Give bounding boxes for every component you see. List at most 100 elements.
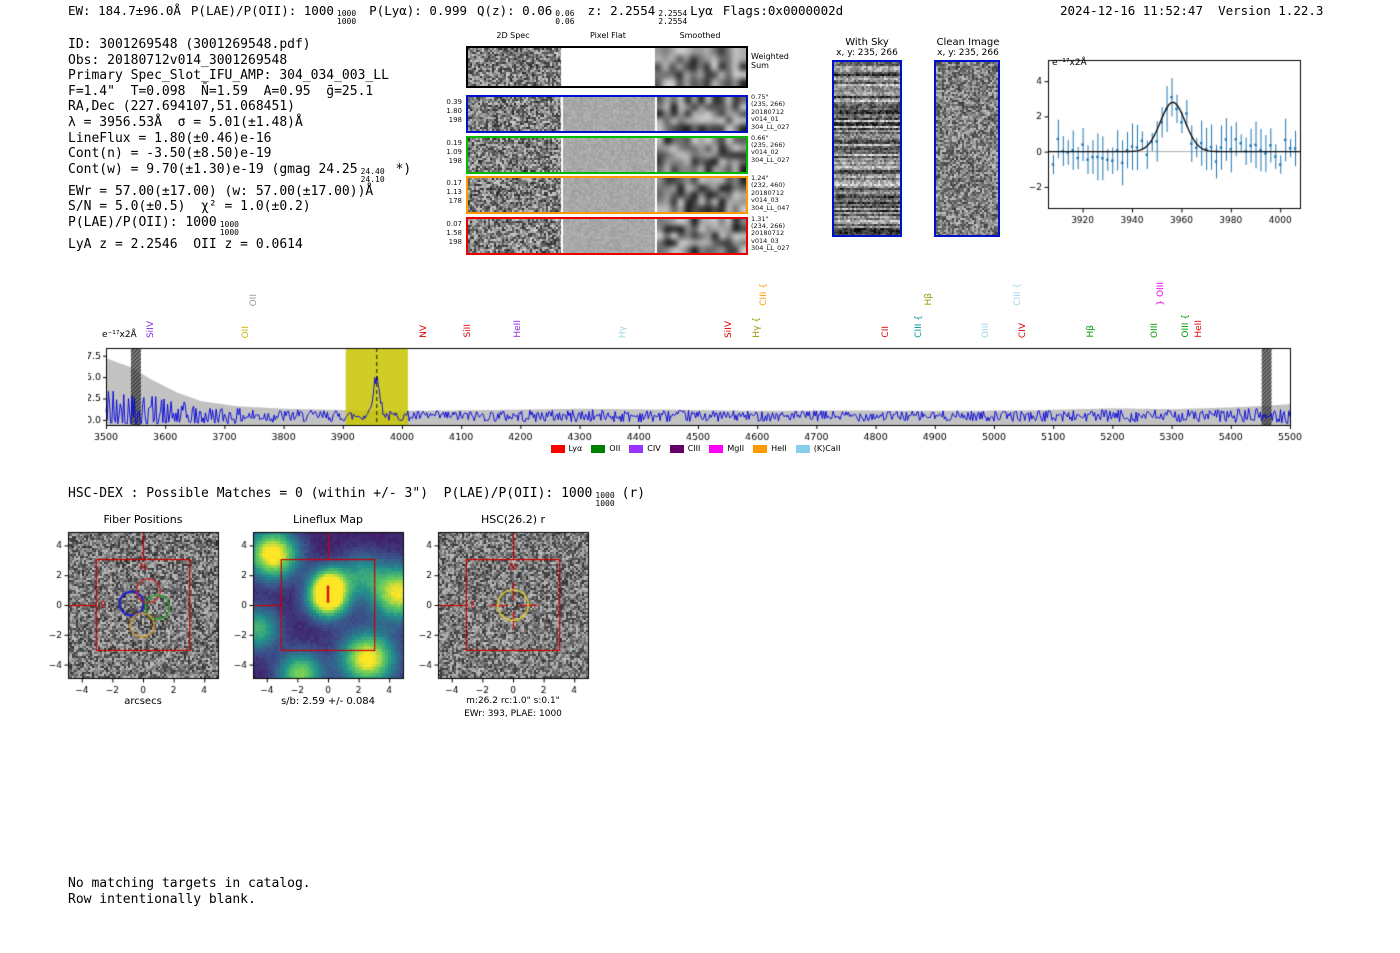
emission-line-label: OIII {: [1180, 314, 1191, 338]
legend-label: Lyα: [568, 444, 583, 453]
emission-line-label: Hβ: [923, 293, 934, 306]
hsc-dex-bottom: 1000: [595, 499, 615, 508]
info-radec: RA,Dec (227.694107,51.068451): [68, 99, 295, 115]
legend-swatch: [591, 444, 606, 453]
spec2d-row-left-labels: 0.07 1.58 198: [446, 219, 462, 246]
legend-swatch: [629, 444, 644, 453]
legend-label: (K)CaII: [813, 444, 841, 453]
spec2d-column-2dspec: 2D Spec: [496, 31, 530, 40]
hsc-dex-post: (r): [621, 486, 646, 501]
hsc-cutout-panel: [412, 524, 594, 696]
spec2d-row-right-labels: 0.66" (235, 266) v014_02 304_LL_027: [751, 133, 790, 164]
emission-line-label: OII: [249, 293, 259, 306]
info-plae-frac: 1000 1000: [219, 219, 239, 237]
legend-item: CIV: [629, 444, 661, 453]
spec2d-row-left-labels: 0.19 1.09 198: [446, 138, 462, 165]
header-flags: Flags:0x0000002d: [722, 3, 844, 18]
emission-line-label: SiIV: [723, 320, 734, 338]
emission-line-label: OIII: [1150, 322, 1161, 338]
spec2d-row-strip: [466, 176, 748, 214]
spec2d-row-left-labels: 0.39 1.80 198: [446, 98, 462, 124]
header-stats: EW: 184.7±96.0Å P(LAE)/P(OII): 1000 1000 10…: [68, 3, 843, 26]
header-z-top: 2.2554: [658, 9, 688, 18]
lineflux-xlabel: s/b: 2.59 +/- 0.084: [280, 696, 376, 707]
legend-item: CIII: [669, 444, 700, 453]
clean-xy: x, y: 235, 266: [937, 48, 999, 58]
spec2d-column-smoothed: Smoothed: [679, 31, 721, 40]
legend-label: CIV: [647, 444, 661, 453]
emission-line-label: NV: [418, 325, 429, 338]
info-ewr: EWr = 57.00(±17.00) (w: 57.00(±17.00))Å: [68, 183, 374, 199]
hsc-dex-frac: 1000 1000: [595, 492, 614, 508]
header-z-bottom: 2.2554: [658, 17, 688, 26]
info-plae-bottom: 1000: [219, 227, 239, 237]
weighted-sum-label: Weighted Sum: [751, 52, 789, 70]
legend-label: MgII: [727, 444, 745, 453]
spec2d-row-right-labels: 0.75" (235, 266) 20180712 v014_01 304_LL_027: [751, 93, 790, 131]
emission-line-label: CIV: [1018, 322, 1028, 338]
legend-label: OII: [609, 444, 621, 453]
clean-image: [934, 60, 1000, 237]
info-cont-w: Cont(w) = 9.70(±1.30)e-19 (gmag 24.25 24.…: [68, 162, 411, 184]
hsc-cutout-title: HSC(26.2) r: [480, 513, 546, 526]
legend-swatch: [709, 444, 724, 453]
spec2d-row-image: [468, 178, 746, 212]
header-qz-frac: 0.06 0.06: [555, 10, 574, 26]
withsky-title: With Sky: [845, 37, 889, 48]
header-plae-top: 1000: [336, 9, 357, 18]
header-plya: P(Lyα): 0.999: [369, 3, 467, 18]
full-spectrum-chart: [88, 340, 1303, 445]
emission-line-labels: SiIV OII OII NV SiII HeII Hγ SiIV Hγ {CIII {CII C…: [88, 262, 1303, 340]
weighted-sum-label-line2: Sum: [751, 61, 769, 70]
withsky-image: [832, 60, 902, 237]
fiber-positions-panel: [42, 524, 224, 696]
header-meta: 2024-12-16 11:52:47 Version 1.22.3: [1060, 3, 1323, 18]
info-block: ID: 3001269548 (3001269548.pdf) Obs: 201…: [68, 37, 411, 253]
version-label: Version 1.22.3: [1218, 3, 1324, 18]
header-plae-frac: 1000 1000: [337, 10, 356, 26]
emission-line-label: Hγ {: [752, 317, 763, 338]
legend-item: HeII: [753, 444, 787, 453]
emission-line-label: OII: [240, 325, 251, 338]
header-qz-bottom: 0.06: [555, 17, 575, 26]
info-lineflux: LineFlux = 1.80(±0.46)e-16: [68, 130, 272, 146]
spec2d-row-image: [468, 218, 746, 253]
legend-item: MgII: [709, 444, 744, 453]
hsc-xlabel-2: EWr: 393, PLAE: 1000: [464, 709, 562, 719]
clean-title: Clean Image: [936, 37, 1000, 48]
legend-item: Lyα: [550, 444, 583, 453]
spec2d-column-pixelflat: Pixel Flat: [590, 31, 626, 40]
info-plae-top: 1000: [219, 219, 239, 229]
info-redshifts: LyA z = 2.2546 OII z = 0.0614: [68, 236, 303, 252]
withsky-xy: x, y: 235, 266: [836, 48, 898, 58]
info-lambda-sigma: λ = 3956.53Å σ = 5.01(±1.48)Å: [68, 114, 303, 130]
info-cont-w-top: 24.40: [360, 166, 385, 176]
emission-line-label: HeII: [513, 320, 524, 338]
weighted-sum-strip: [466, 46, 748, 88]
legend-swatch: [795, 444, 810, 453]
inset-units-label: e⁻¹⁷x2Å: [1052, 58, 1087, 68]
hsc-dex-top: 1000: [595, 491, 615, 500]
info-sn-chi: S/N = 5.0(±0.5) χ² = 1.0(±0.2): [68, 199, 311, 215]
weighted-sum-label-line1: Weighted: [751, 52, 789, 61]
footer-line-1: No matching targets in catalog.: [68, 876, 311, 891]
hsc-dex-line: HSC-DEX : Possible Matches = 0 (within +…: [68, 486, 645, 508]
header-z-line: Lyα: [690, 3, 713, 18]
spectrum-legend: Lyα OII CIV CIII MgII HeII (K)CaII: [88, 444, 1303, 453]
header-qz-top: 0.06: [555, 9, 575, 18]
timestamp: 2024-12-16 11:52:47: [1060, 3, 1203, 18]
lineflux-map-title: Lineflux Map: [292, 513, 364, 526]
spec2d-row-left-labels: 0.17 1.13 178: [446, 179, 462, 205]
header-ew: EW: 184.7±96.0Å: [68, 3, 181, 18]
fiber-xlabel: arcsecs: [124, 696, 162, 707]
info-cont-n: Cont(n) = -3.50(±8.50)e-19: [68, 146, 272, 162]
hsc-dex-pre: HSC-DEX : Possible Matches = 0 (within +…: [68, 486, 593, 501]
footer-notes: No matching targets in catalog. Row inte…: [68, 876, 311, 907]
info-cont-w-pre: Cont(w) = 9.70(±1.30)e-19 (gmag 24.25: [68, 161, 358, 177]
emission-line-label: OIII: [980, 322, 991, 338]
spec2d-row-image: [468, 137, 746, 172]
legend-item: (K)CaII: [795, 444, 841, 453]
info-cont-w-frac: 24.40 24.10: [360, 166, 385, 184]
info-plae-pre: P(LAE)/P(OII): 1000: [68, 214, 217, 230]
